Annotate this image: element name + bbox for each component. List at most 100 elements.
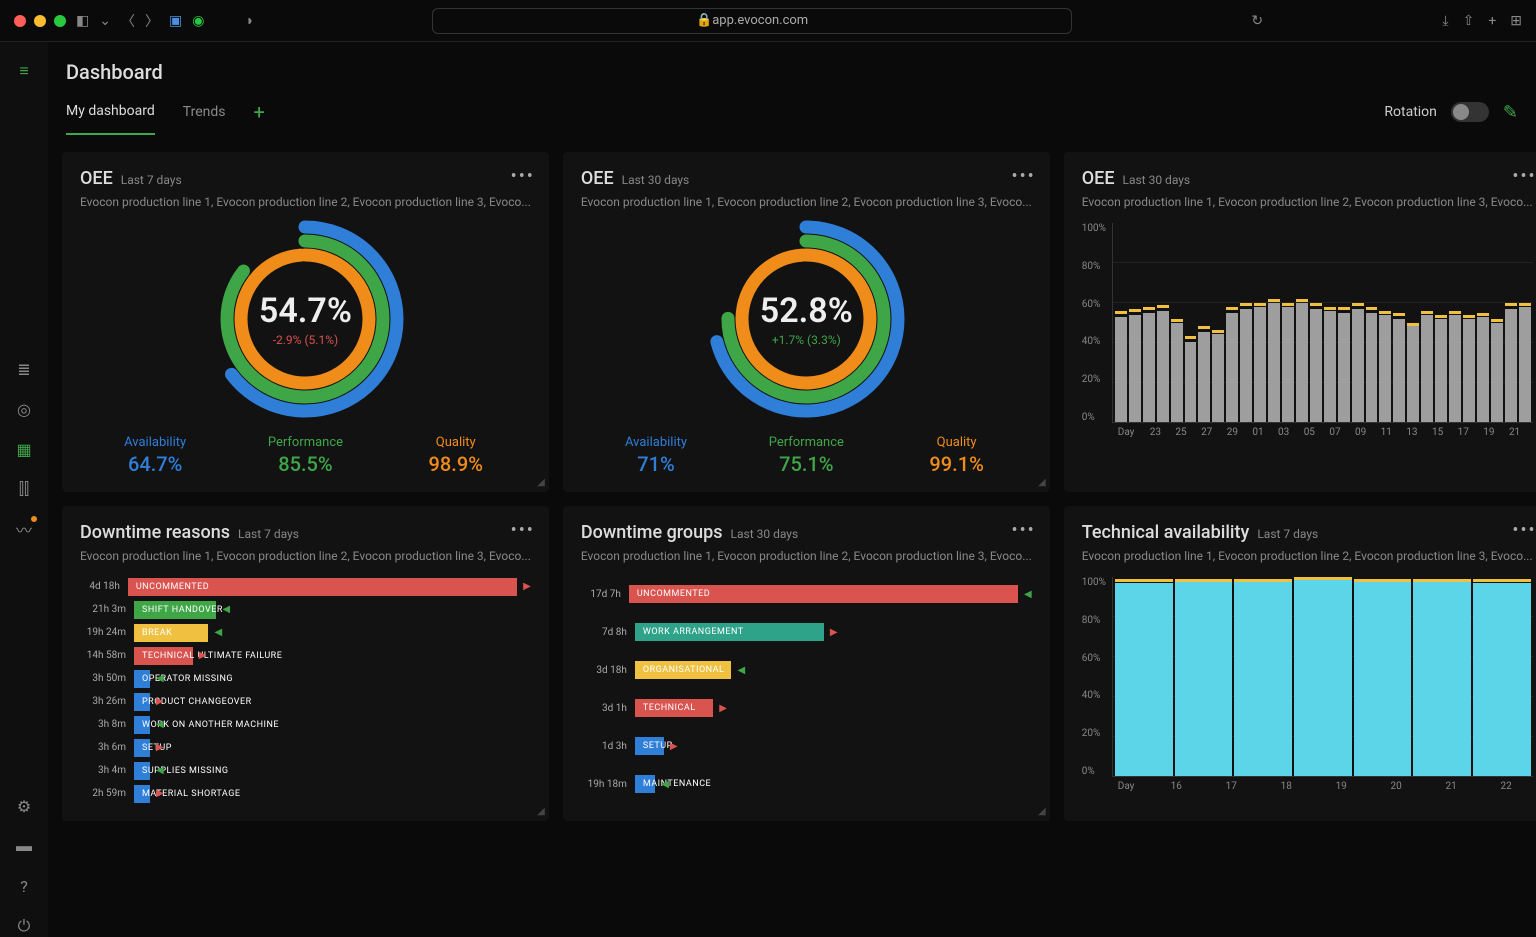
chart-bar — [1296, 303, 1308, 422]
chart-bar — [1226, 313, 1238, 422]
x-tick — [1214, 427, 1225, 438]
url-bar[interactable]: 🔒 app.evocon.com — [432, 8, 1072, 34]
x-tick — [1188, 427, 1199, 438]
chart-bar — [1212, 334, 1224, 422]
y-tick: 0% — [1082, 766, 1106, 777]
resize-handle-icon[interactable]: ◢ — [537, 806, 545, 817]
nav-forward-icon[interactable]: 〉 — [145, 11, 159, 31]
x-tick: 03 — [1278, 427, 1289, 438]
dashboard-card: Downtime reasonsLast 7 days ••• Evocon p… — [62, 506, 549, 821]
downtime-bar: WORK ARRANGEMENT — [635, 623, 824, 641]
tab-my-dashboard[interactable]: My dashboard — [66, 103, 155, 135]
edit-icon[interactable]: ✎ — [1503, 102, 1518, 123]
dashboard-card: OEELast 7 days ••• Evocon production lin… — [62, 152, 549, 492]
y-tick: 80% — [1082, 261, 1106, 272]
nav-back-icon[interactable]: 〈 — [121, 11, 135, 31]
chart-bar — [1282, 307, 1294, 422]
maximize-window[interactable] — [54, 15, 66, 27]
card-subtitle: Evocon production line 1, Evocon product… — [1082, 549, 1533, 563]
shield-icon[interactable]: ◑ — [244, 12, 252, 29]
downtime-row: 19h 24m BREAK ◀ — [80, 621, 531, 644]
close-window[interactable] — [14, 15, 26, 27]
bar-chart: 100%80%60%40%20%0% Day232527290103050709… — [1082, 223, 1533, 438]
dashboard-card: Technical availabilityLast 7 days ••• Ev… — [1064, 506, 1536, 821]
card-period: Last 30 days — [1123, 173, 1191, 187]
side-rail: ≡ ≣ ◎ ▦ ⫿⫿ 〰 ⚙ ▬ ? ⏻ — [0, 42, 48, 937]
minimize-window[interactable] — [34, 15, 46, 27]
kpi: Availability71% — [581, 435, 731, 476]
chart-bar — [1185, 342, 1197, 422]
card-menu-icon[interactable]: ••• — [1012, 520, 1036, 541]
chevron-down-icon[interactable]: ⌄ — [99, 13, 111, 29]
downtime-bar: UNCOMMENTED — [629, 585, 1018, 603]
x-axis-label: Day — [1118, 781, 1148, 792]
settings-icon[interactable]: ⚙ — [13, 795, 35, 817]
card-title: OEE — [80, 168, 113, 189]
chart-bar — [1198, 332, 1210, 422]
nav-live-icon[interactable]: ◎ — [13, 398, 35, 420]
nav-trends-icon[interactable]: 〰 — [13, 518, 35, 540]
kpi-value: 71% — [581, 452, 731, 476]
y-tick: 40% — [1082, 690, 1106, 701]
download-icon[interactable]: ⤓ — [1442, 13, 1448, 29]
y-tick: 0% — [1082, 412, 1106, 423]
sidebar-toggle-icon[interactable]: ◧ — [76, 13, 89, 29]
kpi-label: Performance — [731, 435, 881, 450]
card-menu-icon[interactable]: ••• — [511, 166, 535, 187]
browser-titlebar: ◧ ⌄ 〈 〉 ▣ ◉ ◑ 🔒 app.evocon.com ↻ ⤓ ⇧ + ⊞ — [0, 0, 1536, 42]
extension-icon[interactable]: ▣ — [169, 13, 182, 29]
downtime-row: 3h 6m SETUP ▶ — [80, 736, 531, 759]
downtime-duration: 3d 1h — [581, 703, 635, 714]
chart-bar — [1477, 317, 1489, 422]
new-tab-icon[interactable]: + — [1488, 13, 1496, 29]
chart-bar — [1463, 319, 1475, 422]
chart-bar — [1240, 309, 1252, 422]
reload-icon[interactable]: ↻ — [1251, 13, 1263, 29]
chat-icon[interactable]: ▬ — [13, 835, 35, 857]
downtime-duration: 3h 6m — [80, 742, 134, 753]
downtime-bar: ORGANISATIONAL — [635, 661, 732, 679]
x-tick: 18 — [1260, 781, 1313, 792]
chart-bar — [1294, 579, 1352, 776]
card-menu-icon[interactable]: ••• — [1512, 166, 1536, 187]
card-menu-icon[interactable]: ••• — [1012, 166, 1036, 187]
share-icon[interactable]: ⇧ — [1463, 13, 1475, 29]
card-menu-icon[interactable]: ••• — [1512, 520, 1536, 541]
grammarly-icon[interactable]: ◉ — [192, 13, 204, 29]
logo-icon[interactable]: ≡ — [13, 60, 35, 82]
card-menu-icon[interactable]: ••• — [511, 520, 535, 541]
kpi-value: 98.9% — [381, 452, 531, 476]
chart-bar — [1379, 315, 1391, 422]
y-tick: 60% — [1082, 653, 1106, 664]
resize-handle-icon[interactable]: ◢ — [537, 477, 545, 488]
nav-list-icon[interactable]: ≣ — [13, 358, 35, 380]
tab-add-button[interactable]: + — [253, 100, 264, 138]
dashboard-card: OEELast 30 days ••• Evocon production li… — [1064, 152, 1536, 492]
card-title: Downtime groups — [581, 522, 723, 543]
nav-reports-icon[interactable]: ⫿⫿ — [13, 478, 35, 500]
nav-dashboard-icon[interactable]: ▦ — [13, 438, 35, 460]
resize-handle-icon[interactable]: ◢ — [1038, 806, 1046, 817]
bar-chart: 100%80%60%40%20%0% Day16171819202122 — [1082, 577, 1533, 792]
rotation-toggle[interactable] — [1451, 102, 1489, 122]
tab-trends[interactable]: Trends — [183, 104, 226, 134]
oee-value: 54.7% — [259, 291, 352, 331]
card-subtitle: Evocon production line 1, Evocon product… — [581, 549, 1032, 563]
tabs-grid-icon[interactable]: ⊞ — [1510, 13, 1522, 29]
x-tick — [1470, 427, 1481, 438]
downtime-bar: MAINTENANCE — [635, 775, 655, 793]
resize-handle-icon[interactable]: ◢ — [1038, 477, 1046, 488]
help-icon[interactable]: ? — [13, 875, 35, 897]
chart-bar — [1157, 311, 1169, 422]
page-title: Dashboard — [66, 60, 1518, 84]
trend-arrow-icon: ▶ — [156, 696, 164, 707]
downtime-row: 3h 50m OPERATOR MISSING ◀ — [80, 667, 531, 690]
card-subtitle: Evocon production line 1, Evocon product… — [581, 195, 1032, 209]
x-tick: 07 — [1329, 427, 1340, 438]
downtime-row: 3d 1h TECHNICAL ▶ — [581, 689, 1032, 727]
x-tick: 23 — [1150, 427, 1161, 438]
power-icon[interactable]: ⏻ — [13, 915, 35, 937]
downtime-row: 14h 58m TECHNICAL ULTIMATE FAILURE ▶ — [80, 644, 531, 667]
oee-delta: -2.9% (5.1%) — [273, 333, 338, 347]
chart-bar — [1407, 323, 1419, 423]
